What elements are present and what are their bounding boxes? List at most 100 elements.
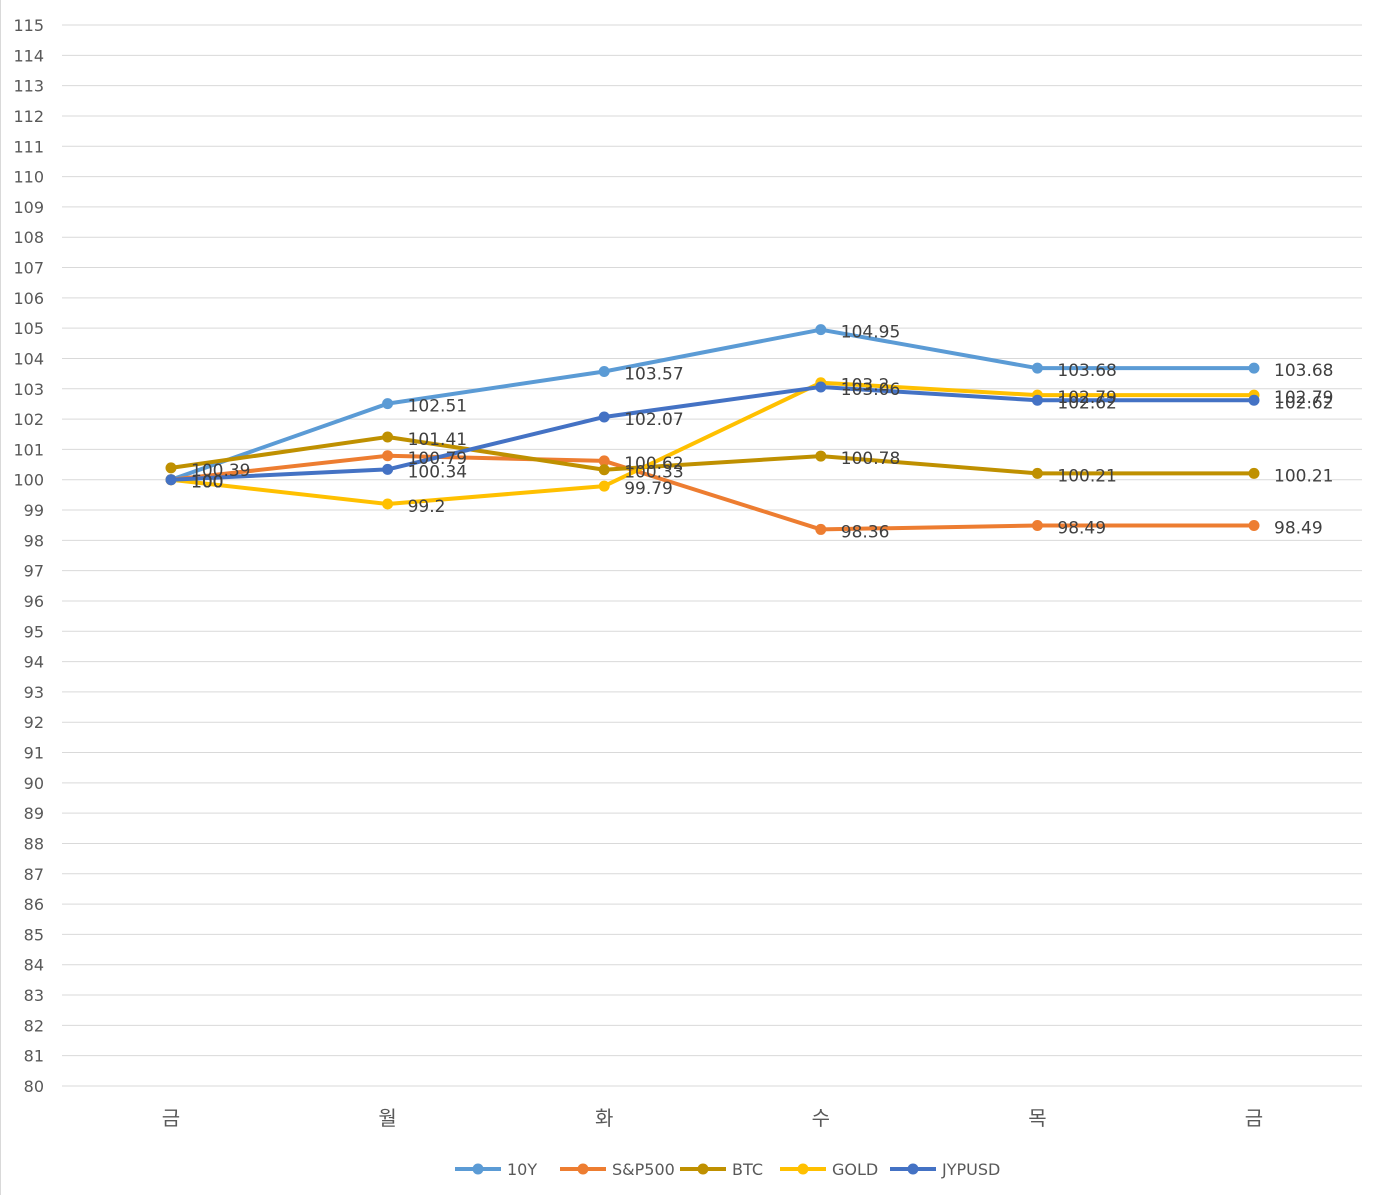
series-line xyxy=(169,434,1256,476)
y-tick-label: 94 xyxy=(24,653,44,672)
y-tick-label: 98 xyxy=(24,531,44,550)
y-tick-label: 112 xyxy=(13,107,44,126)
legend-swatch-marker xyxy=(472,1163,484,1175)
data-point xyxy=(1248,362,1260,374)
data-point xyxy=(598,411,610,423)
data-label: 100.33 xyxy=(624,463,683,483)
y-tick-label: 113 xyxy=(13,77,44,96)
x-tick-label: 금 xyxy=(1245,1106,1263,1130)
data-point xyxy=(1031,519,1043,531)
data-label: 102.62 xyxy=(1274,393,1333,413)
y-axis-tick-labels: 80 81 82 83 84 85 86 87 88 89 90 91 92 93 94 95 96 97 98 99… xyxy=(13,16,44,1096)
data-label: 103.06 xyxy=(841,380,900,400)
data-label: 103.2 xyxy=(841,376,890,396)
y-tick-label: 104 xyxy=(13,349,44,368)
frame-border xyxy=(0,0,1,1195)
y-tick-label: 99 xyxy=(24,501,44,520)
series-btc xyxy=(165,431,1260,479)
y-tick-label: 115 xyxy=(13,16,44,35)
data-label: 99.2 xyxy=(408,497,446,517)
legend-label: 10Y xyxy=(507,1160,537,1179)
data-label: 102.79 xyxy=(1274,388,1333,408)
y-tick-label: 110 xyxy=(13,168,44,187)
y-tick-label: 80 xyxy=(24,1077,44,1096)
data-point xyxy=(1248,394,1260,406)
y-tick-label: 108 xyxy=(13,228,44,247)
data-point xyxy=(165,474,177,486)
data-point xyxy=(598,365,610,377)
data-point xyxy=(382,498,394,510)
data-label: 100.21 xyxy=(1274,466,1333,486)
y-tick-label: 106 xyxy=(13,289,44,308)
series-jypusd xyxy=(165,381,1260,486)
legend-label: BTC xyxy=(732,1160,763,1179)
data-point xyxy=(382,450,394,462)
y-tick-label: 105 xyxy=(13,319,44,338)
series-line xyxy=(169,380,1256,506)
data-label: 100.62 xyxy=(624,454,683,474)
data-point xyxy=(598,464,610,476)
data-label: 102.79 xyxy=(1057,388,1116,408)
x-tick-label: 화 xyxy=(595,1106,613,1130)
legend-swatch-marker xyxy=(697,1163,709,1175)
data-label: 98.36 xyxy=(841,522,890,542)
x-tick-label: 수 xyxy=(812,1106,830,1130)
y-tick-label: 81 xyxy=(24,1047,44,1066)
legend-item: GOLD xyxy=(780,1160,878,1179)
data-label: 104.95 xyxy=(841,323,900,343)
data-point xyxy=(382,398,394,410)
data-point xyxy=(1031,394,1043,406)
data-point xyxy=(1248,519,1260,531)
y-tick-label: 88 xyxy=(24,834,44,853)
data-point xyxy=(598,480,610,492)
legend-label: S&P500 xyxy=(612,1160,675,1179)
y-tick-label: 100 xyxy=(13,471,44,490)
series-line xyxy=(169,453,1256,532)
data-label: 102.07 xyxy=(624,410,683,430)
data-point xyxy=(815,450,827,462)
legend-item: S&P500 xyxy=(560,1160,675,1179)
gridlines xyxy=(62,24,1362,1087)
data-point xyxy=(815,324,827,336)
y-tick-label: 107 xyxy=(13,259,44,278)
data-point xyxy=(382,463,394,475)
data-point xyxy=(1031,467,1043,479)
legend-item: 10Y xyxy=(455,1160,537,1179)
legend-swatch-marker xyxy=(907,1163,919,1175)
legend-label: JYPUSD xyxy=(941,1160,1000,1179)
data-label: 103.57 xyxy=(624,364,683,384)
data-label: 100 xyxy=(191,473,223,493)
data-label: 100 xyxy=(191,473,223,493)
data-label: 100 xyxy=(191,473,223,493)
data-point xyxy=(1248,467,1260,479)
data-point xyxy=(815,381,827,393)
data-point xyxy=(1031,362,1043,374)
legend-swatch-marker xyxy=(577,1163,589,1175)
data-label: 100.79 xyxy=(408,449,467,469)
data-label: 103.68 xyxy=(1274,361,1333,381)
y-tick-label: 101 xyxy=(13,440,44,459)
y-tick-label: 102 xyxy=(13,410,44,429)
data-label: 98.49 xyxy=(1274,518,1323,538)
y-tick-label: 95 xyxy=(24,622,44,641)
legend-item: BTC xyxy=(680,1160,763,1179)
y-tick-label: 91 xyxy=(24,744,44,763)
y-tick-label: 103 xyxy=(13,380,44,399)
legend-label: GOLD xyxy=(832,1160,878,1179)
y-tick-label: 96 xyxy=(24,592,44,611)
data-label: 102.62 xyxy=(1057,393,1116,413)
x-tick-label: 목 xyxy=(1028,1106,1046,1130)
x-tick-label: 월 xyxy=(378,1106,396,1130)
data-label: 100.34 xyxy=(408,462,467,482)
data-label: 99.79 xyxy=(624,479,673,499)
legend: 10Y S&P500 BTC GOLD JYPUSD xyxy=(455,1160,1000,1179)
series-lines xyxy=(165,324,1260,535)
data-label: 98.49 xyxy=(1057,518,1106,538)
data-label: 102.51 xyxy=(408,397,467,417)
legend-item: JYPUSD xyxy=(890,1160,1000,1179)
y-tick-label: 83 xyxy=(24,986,44,1005)
